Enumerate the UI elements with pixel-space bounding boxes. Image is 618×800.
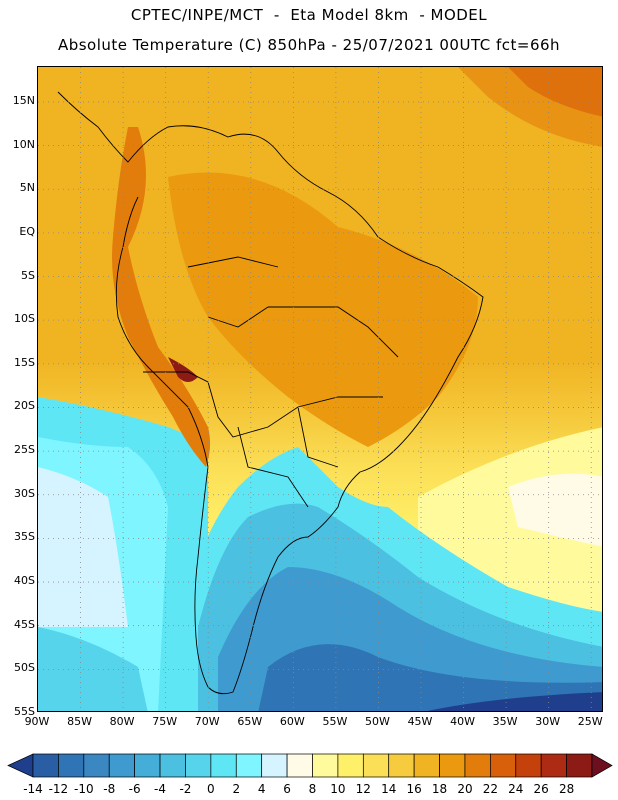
colorbar-tick-label: 8 — [308, 782, 317, 796]
colorbar-box — [32, 753, 59, 778]
colorbar-tick-label: 0 — [207, 782, 215, 796]
colorbar-tick-label: -2 — [179, 782, 192, 796]
colorbar-tick-label: -12 — [48, 782, 69, 796]
colorbar-tick-label: 18 — [431, 782, 448, 796]
colorbar-box — [83, 753, 110, 778]
colorbar-tick-label: 20 — [457, 782, 473, 796]
colorbar-box — [490, 753, 517, 778]
temperature-map — [37, 66, 603, 712]
lat-label: 10S — [14, 312, 35, 326]
colorbar-box — [210, 753, 237, 778]
colorbar-arrow-high — [591, 753, 613, 778]
colorbar-box — [134, 753, 161, 778]
coastlines — [57, 91, 484, 695]
warm-region-northeast — [458, 67, 602, 147]
colorbar-tick-label: 6 — [283, 782, 291, 796]
colorbar-box — [235, 753, 263, 778]
colorbar-tick-label: 16 — [406, 782, 422, 796]
colorbar-tick-label: 12 — [355, 782, 371, 796]
colorbar-tick-label: -4 — [154, 782, 167, 796]
colorbar-tick-label: -14 — [23, 782, 43, 796]
map-title-line2: Absolute Temperature (C) 850hPa - 25/07/… — [57, 36, 561, 54]
pale-blue-region-pacific — [38, 467, 128, 627]
lon-label: 40W — [450, 715, 475, 728]
deep-blue-region-south-atlantic — [258, 644, 602, 711]
lat-label: 30S — [14, 486, 35, 500]
map-canvas — [38, 67, 602, 711]
lon-label: 75W — [152, 715, 178, 728]
colorbar-tick-label: 14 — [381, 782, 397, 796]
colorbar-tick-label: 22 — [482, 782, 498, 796]
colorbar-tick-label: 10 — [330, 782, 346, 796]
lon-label: 30W — [535, 715, 561, 728]
colorbar-box — [312, 753, 339, 778]
temperature-colorbar — [7, 753, 613, 778]
lon-label: 85W — [67, 715, 92, 728]
colorbar-box — [515, 753, 542, 778]
colorbar-arrow-low — [7, 753, 34, 778]
lat-label: 15N — [12, 93, 35, 107]
lon-label: 65W — [237, 715, 263, 728]
lat-label: EQ — [19, 224, 35, 238]
lat-label: 35S — [14, 530, 35, 544]
lon-label: 35W — [492, 715, 518, 728]
lat-label: 25S — [14, 443, 35, 457]
colorbar-tick-label: 26 — [533, 782, 549, 796]
lat-label: 5S — [21, 268, 35, 282]
lon-label: 80W — [109, 715, 135, 728]
colorbar-box — [388, 753, 415, 778]
colorbar-box — [108, 753, 135, 778]
lon-label: 45W — [407, 715, 433, 728]
lon-label: 55W — [322, 715, 348, 728]
lat-label: 50S — [14, 661, 35, 675]
lon-label: 60W — [279, 715, 305, 728]
colorbar-box — [286, 753, 313, 778]
colorbar-box — [159, 753, 186, 778]
colorbar-box — [540, 753, 567, 778]
coldest-region-south-atlantic — [427, 692, 602, 711]
colorbar-box — [58, 753, 85, 778]
lat-label: 40S — [14, 574, 35, 588]
lat-label: 15S — [14, 355, 35, 369]
colorbar-tick-label: -10 — [74, 782, 94, 796]
colorbar-box — [413, 753, 440, 778]
colorbar-box — [261, 753, 288, 778]
altiplano-hot-spot — [168, 357, 198, 382]
cream-region-atlantic — [508, 473, 602, 547]
lat-label: 45S — [14, 617, 35, 631]
lon-label: 50W — [365, 715, 390, 728]
colorbar-tick-label: 24 — [508, 782, 524, 796]
lat-label: 20S — [14, 399, 35, 413]
map-title-line1: CPTEC/INPE/MCT - Eta Model 8km - MODEL — [130, 6, 488, 24]
colorbar-box — [337, 753, 364, 778]
colorbar-tick-label: -8 — [103, 782, 116, 796]
lat-label: 10N — [12, 137, 35, 151]
colorbar-box — [439, 753, 466, 778]
orange-region-continent — [168, 172, 478, 448]
colorbar-tick-label: -6 — [128, 782, 141, 796]
colorbar-box — [362, 753, 390, 778]
lat-label: 5N — [19, 181, 35, 195]
colorbar-box — [566, 753, 593, 778]
lon-label: 25W — [577, 715, 603, 728]
andes-warm-band — [112, 127, 211, 467]
cyan-region-south-pacific — [38, 627, 148, 711]
lat-label: 55S — [14, 705, 35, 718]
colorbar-tick-label: 28 — [558, 782, 575, 796]
colorbar-box — [185, 753, 212, 778]
lon-label: 90W — [24, 715, 50, 728]
colorbar-tick-label: 2 — [232, 782, 241, 796]
colorbar-tick-label: 4 — [257, 782, 266, 796]
lon-label: 70W — [194, 715, 220, 728]
colorbar-box — [464, 753, 491, 778]
